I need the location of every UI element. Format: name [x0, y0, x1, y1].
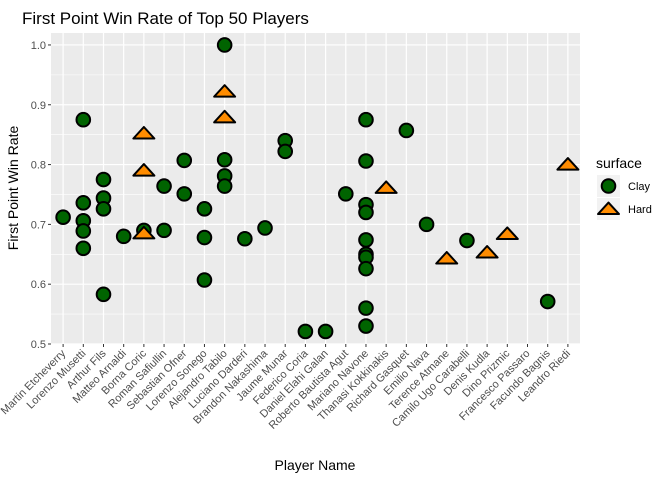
legend-label: Clay: [628, 181, 651, 193]
clay-point: [95, 201, 112, 217]
clay-point: [216, 37, 233, 53]
clay-point: [216, 151, 233, 168]
plot-panel: [51, 33, 580, 344]
clay-point: [358, 300, 374, 316]
clay-point: [358, 232, 374, 248]
clay-point: [358, 204, 374, 221]
clay-point: [358, 260, 374, 277]
legend-key-clay: [600, 178, 617, 194]
y-tick-label: 0.9: [31, 100, 46, 112]
x-axis-title: Player Name: [275, 457, 356, 473]
clay-point: [156, 178, 172, 194]
clay-point: [277, 143, 294, 160]
hard-point: [374, 180, 398, 194]
clay-point: [75, 111, 92, 128]
clay-point: [358, 318, 374, 334]
hard-point: [132, 225, 156, 240]
clay-point: [539, 293, 556, 310]
clay-point: [459, 232, 475, 249]
y-axis: 0.5 0.6 0.7 0.8 0.9 1.0: [31, 40, 51, 351]
clay-point: [156, 222, 172, 239]
clay-point: [358, 111, 374, 128]
y-tick-label: 1.0: [31, 40, 46, 52]
hard-point: [435, 250, 459, 265]
clay-point: [237, 230, 253, 247]
clay-point: [75, 240, 92, 257]
clay-point: [418, 216, 435, 233]
clay-point: [95, 171, 112, 188]
clay-point: [358, 153, 374, 169]
hard-point: [475, 245, 499, 259]
hard-point: [213, 109, 237, 124]
clay-point: [75, 223, 92, 239]
clay-point: [75, 195, 92, 211]
y-tick-label: 0.8: [31, 160, 46, 172]
clay-point: [55, 209, 71, 226]
hard-point: [556, 157, 580, 171]
clay-point: [115, 228, 132, 245]
y-tick-label: 0.7: [31, 219, 46, 231]
clay-point: [196, 229, 213, 246]
legend-label: Hard: [628, 204, 652, 216]
chart-title: First Point Win Rate of Top 50 Players: [22, 9, 309, 28]
hard-point: [213, 84, 237, 98]
clay-point: [398, 122, 415, 139]
hard-point: [495, 226, 519, 240]
clay-point: [176, 152, 193, 169]
legend-key-hard: [597, 201, 620, 216]
clay-point: [95, 286, 112, 303]
legend: surface Clay Hard: [596, 155, 652, 220]
clay-point: [337, 186, 354, 202]
clay-point: [297, 323, 314, 340]
clay-point: [317, 323, 334, 340]
data-points: [55, 37, 580, 340]
y-axis-title: First Point Win Rate: [5, 126, 21, 251]
clay-point: [176, 186, 193, 202]
legend-title: surface: [596, 155, 642, 171]
clay-point: [257, 220, 273, 236]
clay-point: [196, 201, 213, 217]
y-tick-label: 0.5: [31, 339, 46, 351]
clay-point: [196, 272, 213, 288]
y-tick-label: 0.6: [31, 279, 46, 291]
clay-point: [216, 178, 233, 194]
hard-point: [132, 125, 156, 140]
hard-point: [132, 163, 156, 177]
